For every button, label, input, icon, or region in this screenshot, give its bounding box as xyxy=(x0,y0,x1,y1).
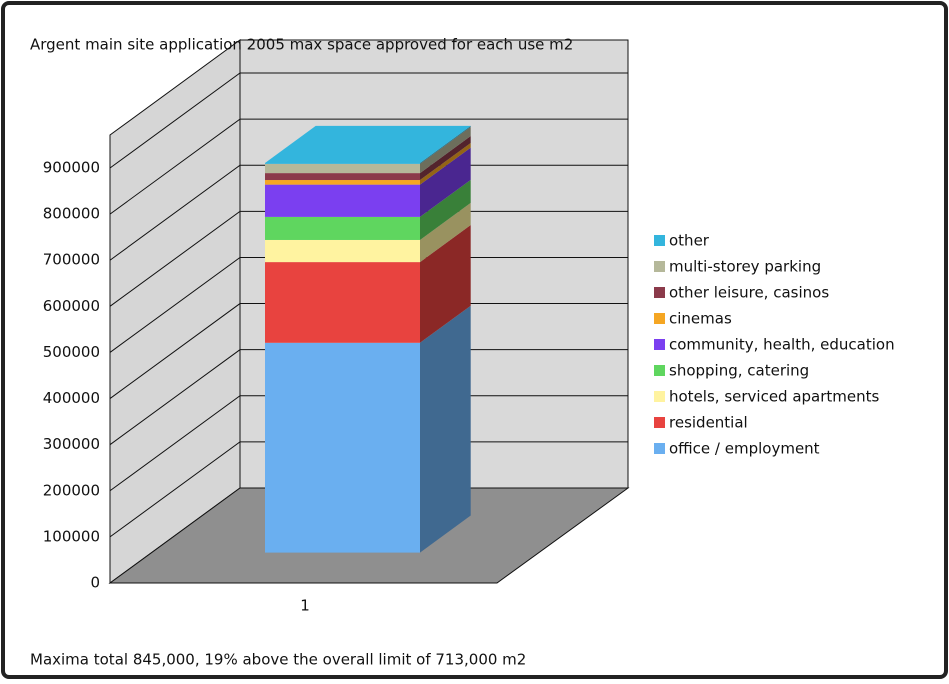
legend-label: other xyxy=(669,232,710,250)
grid-line xyxy=(109,303,628,399)
bar-front xyxy=(265,342,420,553)
bar-side xyxy=(420,179,471,240)
legend-swatch xyxy=(654,313,665,324)
grid-line xyxy=(109,210,628,307)
grid-line xyxy=(109,164,628,261)
bar-front xyxy=(265,262,420,343)
y-tick-label: 600000 xyxy=(43,297,100,315)
grid-line xyxy=(109,395,628,492)
bar-front xyxy=(265,173,420,181)
bar-side xyxy=(420,225,471,343)
bar-top xyxy=(265,125,471,163)
bar-side xyxy=(420,147,471,217)
legend-label: hotels, serviced apartments xyxy=(669,388,880,406)
legend-label: multi-storey parking xyxy=(669,258,821,276)
grid-line xyxy=(109,349,628,446)
y-tick-label: 800000 xyxy=(43,205,100,223)
chart-title: Argent main site application 2005 max sp… xyxy=(30,36,573,54)
annotation: Maxima total 845,000, 19% above the over… xyxy=(30,651,526,669)
bar-front xyxy=(265,239,420,263)
grid-line xyxy=(109,72,628,169)
bar-side xyxy=(420,136,471,181)
legend-swatch xyxy=(654,339,665,350)
x-tick-label: 1 xyxy=(300,597,310,615)
legend-swatch xyxy=(654,261,665,272)
bar-side xyxy=(420,202,471,263)
y-tick-label: 500000 xyxy=(43,343,100,361)
y-tick-label: 200000 xyxy=(43,481,100,499)
left-wall xyxy=(109,39,241,584)
bar-front xyxy=(265,216,420,240)
bar-side xyxy=(420,305,471,553)
y-tick-label: 400000 xyxy=(43,389,100,407)
legend-swatch xyxy=(654,391,665,402)
y-tick-label: 700000 xyxy=(43,251,100,269)
legend-swatch xyxy=(654,235,665,246)
y-tick-label: 0 xyxy=(90,574,100,592)
legend-swatch xyxy=(654,287,665,298)
bar-front xyxy=(265,184,420,217)
legend-label: other leisure, casinos xyxy=(669,284,829,302)
legend-label: cinemas xyxy=(669,310,732,328)
legend-label: shopping, catering xyxy=(669,362,809,380)
bar-side xyxy=(420,126,471,174)
legend-swatch xyxy=(654,417,665,428)
grid-line xyxy=(109,256,628,353)
y-tick-label: 300000 xyxy=(43,435,100,453)
bar-side xyxy=(420,125,471,164)
grid-line xyxy=(109,441,628,538)
y-tick-label: 100000 xyxy=(43,527,100,545)
bar-front xyxy=(265,180,420,185)
legend-swatch xyxy=(654,365,665,376)
legend-label: community, health, education xyxy=(669,336,895,354)
legend-swatch xyxy=(654,443,665,454)
legend-label: residential xyxy=(669,414,748,432)
grid-line xyxy=(109,118,628,215)
legend-label: office / employment xyxy=(669,440,820,458)
bar-front xyxy=(265,163,420,174)
y-tick-label: 900000 xyxy=(43,159,100,177)
bar-front xyxy=(265,162,420,164)
bar-side xyxy=(420,142,471,185)
